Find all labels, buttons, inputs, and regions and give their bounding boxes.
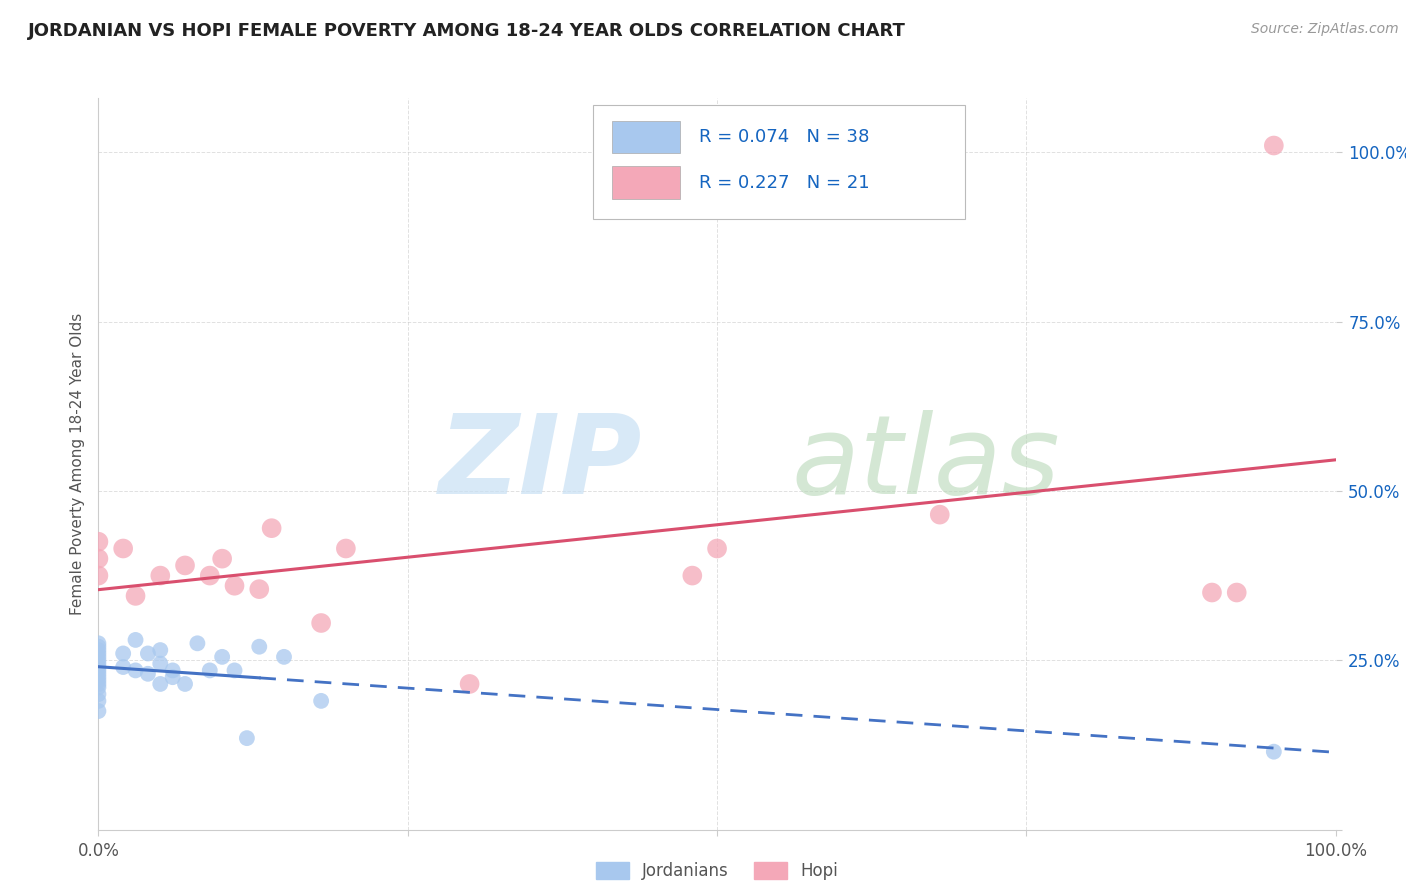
Point: [87, 694, 110, 708]
Text: atlas: atlas: [792, 410, 1060, 517]
Point: [335, 541, 357, 556]
Point: [1263, 138, 1285, 153]
Point: [162, 670, 184, 684]
Point: [198, 664, 221, 678]
Point: [87, 568, 110, 582]
Point: [112, 647, 135, 661]
Point: [174, 677, 197, 691]
Point: [87, 670, 110, 684]
Point: [87, 666, 110, 681]
Point: [87, 660, 110, 674]
Point: [236, 731, 259, 746]
Point: [87, 636, 110, 650]
Point: [224, 579, 246, 593]
Point: [87, 657, 110, 671]
Point: [247, 640, 270, 654]
Point: [186, 636, 208, 650]
Point: [198, 568, 221, 582]
Point: [87, 551, 110, 566]
Point: [87, 677, 110, 691]
Legend: Jordanians, Hopi: Jordanians, Hopi: [589, 855, 845, 887]
Point: [458, 677, 481, 691]
Point: [928, 508, 950, 522]
FancyBboxPatch shape: [612, 121, 681, 153]
Point: [309, 694, 332, 708]
Y-axis label: Female Poverty Among 18-24 Year Olds: Female Poverty Among 18-24 Year Olds: [69, 313, 84, 615]
Point: [681, 568, 703, 582]
Point: [87, 640, 110, 654]
Point: [247, 582, 270, 596]
Point: [136, 647, 159, 661]
Point: [136, 666, 159, 681]
Point: [87, 673, 110, 688]
Point: [224, 664, 246, 678]
Point: [1263, 745, 1285, 759]
Point: [124, 589, 146, 603]
Point: [87, 704, 110, 718]
Point: [87, 681, 110, 695]
Point: [706, 541, 728, 556]
Point: [87, 643, 110, 657]
Point: [149, 643, 172, 657]
Point: [260, 521, 283, 535]
Text: R = 0.074   N = 38: R = 0.074 N = 38: [699, 128, 869, 146]
Point: [149, 677, 172, 691]
Point: [174, 558, 197, 573]
FancyBboxPatch shape: [612, 167, 681, 199]
Point: [87, 647, 110, 661]
Point: [273, 649, 295, 664]
Text: Source: ZipAtlas.com: Source: ZipAtlas.com: [1251, 22, 1399, 37]
Point: [87, 649, 110, 664]
Point: [87, 534, 110, 549]
Point: [162, 664, 184, 678]
Point: [149, 568, 172, 582]
Point: [124, 664, 146, 678]
Point: [1226, 585, 1249, 599]
Text: JORDANIAN VS HOPI FEMALE POVERTY AMONG 18-24 YEAR OLDS CORRELATION CHART: JORDANIAN VS HOPI FEMALE POVERTY AMONG 1…: [28, 22, 905, 40]
Point: [124, 632, 146, 647]
Point: [112, 541, 135, 556]
Point: [112, 660, 135, 674]
Point: [149, 657, 172, 671]
Text: ZIP: ZIP: [439, 410, 643, 517]
FancyBboxPatch shape: [593, 105, 965, 219]
Point: [309, 615, 332, 630]
Point: [1201, 585, 1223, 599]
Point: [211, 551, 233, 566]
Point: [87, 664, 110, 678]
Point: [87, 653, 110, 667]
Text: R = 0.227   N = 21: R = 0.227 N = 21: [699, 174, 869, 192]
Point: [87, 687, 110, 701]
Point: [211, 649, 233, 664]
